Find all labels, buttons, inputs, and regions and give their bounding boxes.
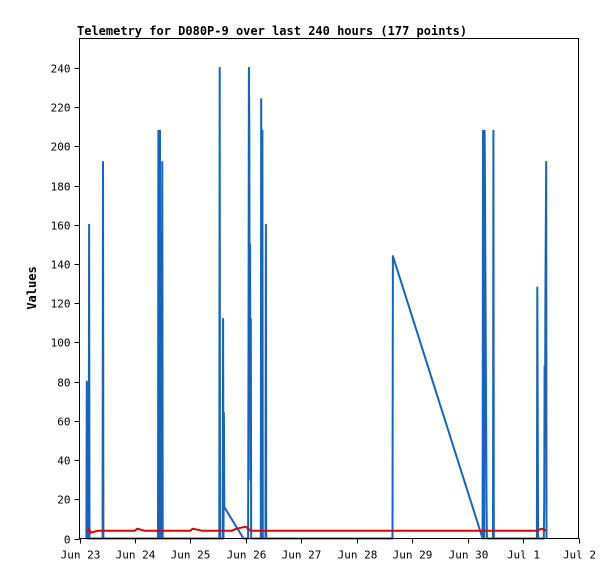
x-tick-label: Jun 28 [338,549,378,562]
x-tick-label: Jul 1 [507,549,540,562]
y-tick-label: 160 [51,220,71,233]
y-tick-label: 220 [51,102,71,115]
x-tick-label: Jun 24 [116,549,156,562]
plot-area-frame [79,38,579,539]
y-tick-label: 80 [57,377,70,390]
y-tick-label: 20 [57,494,70,507]
y-tick-label: 200 [51,141,71,154]
x-tick-label: Jun 23 [61,549,101,562]
x-tick-label: Jun 26 [227,549,267,562]
y-tick-label: 0 [64,534,71,547]
y-tick-label: 60 [57,416,70,429]
x-tick-label: Jul 2 [563,549,596,562]
x-axis: Jun 23 Jun 24 Jun 25 Jun 26 Jun 27 Jun 28 Jun … [61,538,596,562]
x-tick-label: Jun 25 [171,549,211,562]
y-tick-label: 180 [51,181,71,194]
x-tick-label: Jun 29 [393,549,433,562]
series-layer [85,66,548,540]
y-tick-label: 120 [51,298,71,311]
y-tick-label: 100 [51,337,71,350]
x-tick-label: Jun 30 [449,549,489,562]
y-tick-label: 40 [57,455,70,468]
series-line-1 [85,66,548,540]
y-axis-label: Values [25,266,39,309]
y-tick-label: 140 [51,259,71,272]
y-tick-label: 240 [51,63,71,76]
chart-title: Telemetry for D080P-9 over last 240 hour… [77,24,467,38]
y-axis: 0 20 40 60 80 100 120 140 160 180 200 220 240 [51,63,80,547]
x-tick-label: Jun 27 [282,549,322,562]
series-line-2 [85,525,547,534]
